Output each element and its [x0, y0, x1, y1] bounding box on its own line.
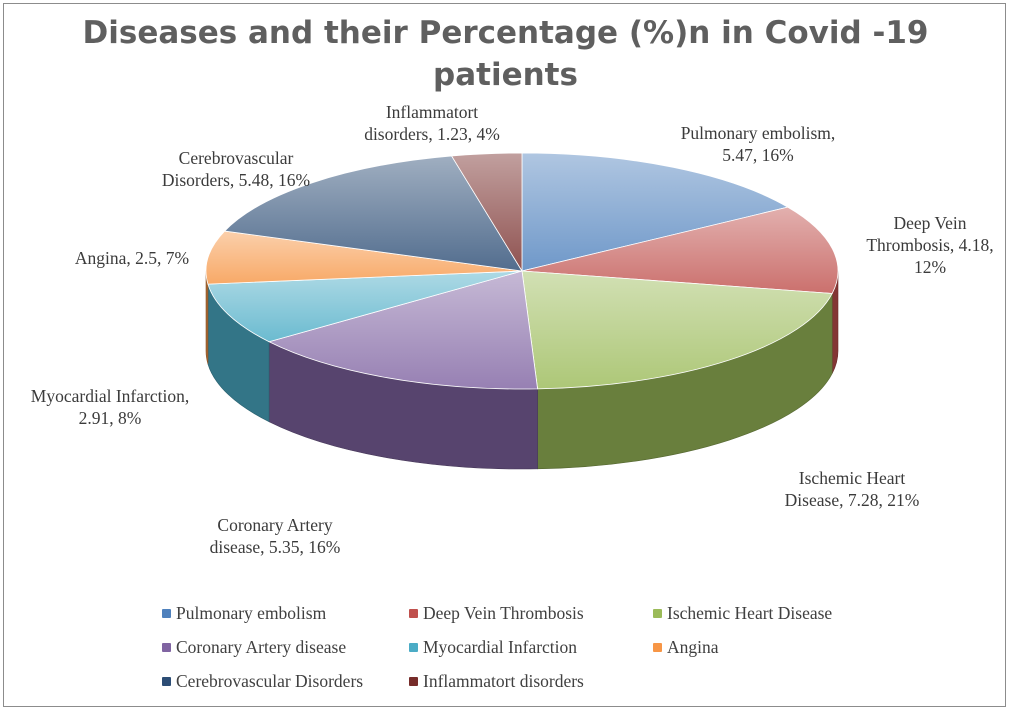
slice-highlight-ischemic-heart-disease: [522, 271, 833, 389]
slice-label-line: disorders, 1.23, 4%: [364, 124, 500, 144]
slice-label-coronary-artery-disease: Coronary Artery disease, 5.35, 16%: [210, 515, 341, 557]
legend-swatch: [409, 609, 418, 618]
slice-label-line: Cerebrovascular: [179, 148, 294, 168]
legend-swatch: [162, 609, 171, 618]
slice-label-cerebrovascular-disorders: Cerebrovascular Disorders, 5.48, 16%: [162, 148, 310, 190]
slice-label-line: Deep Vein: [893, 213, 966, 233]
slice-highlight-pulmonary-embolism: [522, 153, 788, 271]
slice-label-angina: Angina, 2.5, 7%: [75, 248, 189, 268]
legend-item-deep-vein-thrombosis: Deep Vein Thrombosis: [409, 603, 584, 624]
legend-swatch: [653, 609, 662, 618]
legend-swatch: [409, 643, 418, 652]
pie-slices: [205, 152, 839, 390]
slice-label-inflammatort-disorders: Inflammatort disorders, 1.23, 4%: [364, 102, 500, 144]
slice-highlight-inflammatort-disorders: [451, 153, 522, 271]
legend-label: Myocardial Infarction: [423, 637, 578, 657]
legend-label: Deep Vein Thrombosis: [423, 603, 584, 623]
slice-label-line: Coronary Artery: [217, 515, 332, 535]
pie-sides: [205, 270, 839, 470]
slice-label-line: Disease, 7.28, 21%: [785, 490, 920, 510]
legend-item-coronary-artery-disease: Coronary Artery disease: [162, 637, 346, 658]
legend-swatch: [409, 677, 418, 686]
slice-label-line: Angina, 2.5, 7%: [75, 248, 189, 268]
slice-side-angina: [205, 270, 209, 365]
chart-title: Diseases and their Percentage (%)n in Co…: [0, 12, 1011, 96]
chart-title-line-1: Diseases and their Percentage (%)n in Co…: [82, 15, 929, 51]
legend-swatch: [162, 643, 171, 652]
slice-highlight-angina: [206, 231, 523, 285]
slice-labels: Pulmonary embolism, 5.47, 16% Deep Vein Thr…: [31, 102, 994, 557]
slice-label-line: Myocardial Infarction,: [31, 386, 189, 406]
legend-label: Angina: [667, 637, 719, 657]
legend-label: Pulmonary embolism: [176, 603, 327, 623]
legend-swatch: [653, 643, 662, 652]
slice-label-pulmonary-embolism: Pulmonary embolism, 5.47, 16%: [681, 123, 836, 165]
slice-highlight-deep-vein-thrombosis: [522, 207, 839, 294]
legend-item-cerebrovascular-disorders: Cerebrovascular Disorders: [162, 671, 363, 692]
legend-item-myocardial-infarction: Myocardial Infarction: [409, 637, 577, 658]
legend-label: Cerebrovascular Disorders: [176, 671, 364, 691]
slice-label-deep-vein-thrombosis: Deep Vein Thrombosis, 4.18, 12%: [866, 213, 993, 277]
slice-label-line: Pulmonary embolism,: [681, 123, 836, 143]
legend-item-angina: Angina: [653, 637, 719, 658]
slice-label-line: disease, 5.35, 16%: [210, 537, 341, 557]
chart-title-line-2: patients: [433, 57, 578, 93]
legend-swatch: [162, 677, 171, 686]
legend-item-ischemic-heart-disease: Ischemic Heart Disease: [653, 603, 832, 624]
slice-highlight-coronary-artery-disease: [269, 271, 538, 389]
slice-label-line: Thrombosis, 4.18,: [866, 235, 993, 255]
slice-label-line: Ischemic Heart: [799, 468, 906, 488]
slice-label-line: 12%: [914, 257, 946, 277]
slice-label-ischemic-heart-disease: Ischemic Heart Disease, 7.28, 21%: [785, 468, 920, 510]
slice-label-line: 5.47, 16%: [722, 145, 793, 165]
legend-label: Inflammatort disorders: [423, 671, 584, 691]
legend-item-pulmonary-embolism: Pulmonary embolism: [162, 603, 326, 624]
slice-highlight-cerebrovascular-disorders: [224, 155, 523, 271]
legend-item-inflammatort-disorders: Inflammatort disorders: [409, 671, 584, 692]
slice-label-line: 2.91, 8%: [79, 408, 142, 428]
legend-label: Ischemic Heart Disease: [667, 603, 833, 623]
slice-label-myocardial-infarction: Myocardial Infarction, 2.91, 8%: [31, 386, 189, 428]
slice-label-line: Disorders, 5.48, 16%: [162, 170, 310, 190]
slice-highlight-myocardial-infarction: [207, 271, 522, 342]
legend-label: Coronary Artery disease: [176, 637, 347, 657]
slice-label-line: Inflammatort: [386, 102, 478, 122]
